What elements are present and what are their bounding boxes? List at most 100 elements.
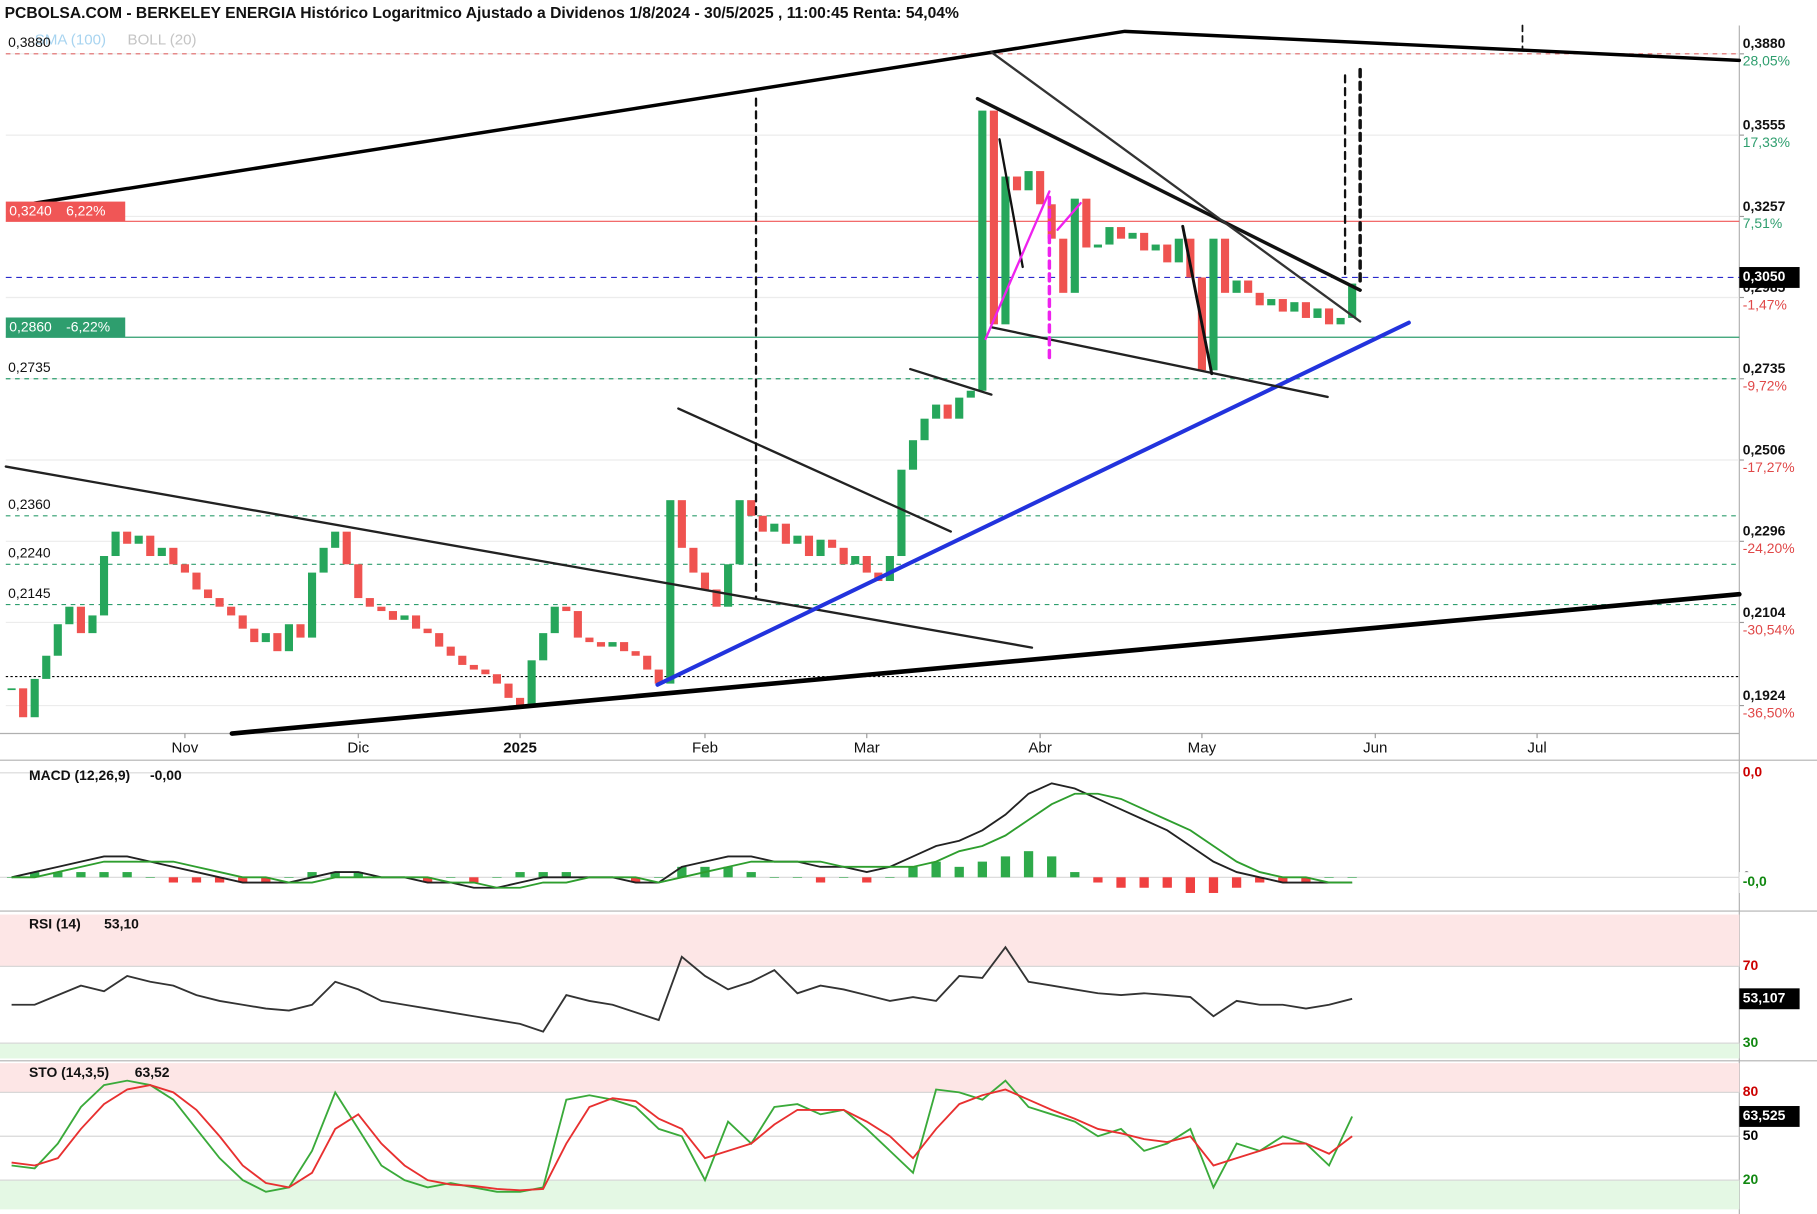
candle [828, 539, 837, 548]
histogram-bar [1116, 877, 1126, 888]
candle [1140, 232, 1149, 251]
candle [943, 404, 952, 419]
candle [712, 589, 721, 607]
y-tick-label: 30 [1743, 1034, 1759, 1050]
y-tick-label: 0,2296 [1743, 523, 1786, 539]
histogram-bar [977, 861, 987, 878]
panel-value: 63,52 [135, 1064, 170, 1080]
x-tick-label: May [1188, 740, 1217, 757]
candle [758, 515, 767, 532]
histogram-bar [723, 866, 733, 878]
histogram-bar [145, 877, 155, 878]
candle [42, 655, 51, 679]
indicator-line [11, 1084, 1353, 1192]
candle [1151, 244, 1160, 251]
oversold-band [0, 1043, 1740, 1059]
overbought-band [0, 914, 1740, 967]
candle [423, 628, 432, 634]
candle [1220, 238, 1230, 293]
candle [631, 651, 640, 656]
histogram-bar [1208, 877, 1219, 893]
histogram-bar [862, 877, 872, 883]
histogram-bar [422, 877, 433, 883]
candle [620, 642, 629, 652]
candle [885, 556, 894, 582]
histogram-bar [654, 877, 664, 878]
current-box [1739, 872, 1800, 893]
candle [134, 535, 143, 544]
level-change: -6,22% [66, 319, 110, 335]
candle [30, 678, 39, 718]
candle [99, 556, 109, 616]
level-label: 0,3880 [8, 34, 51, 50]
trend-line [998, 138, 1024, 269]
candle [319, 547, 328, 573]
trend-line [990, 51, 1362, 323]
candle [793, 535, 802, 544]
candle [908, 440, 918, 470]
current-box [1739, 988, 1800, 1010]
histogram-bar [561, 872, 571, 878]
candle [781, 523, 790, 544]
y-tick-label: 70 [1743, 957, 1759, 973]
candle [804, 535, 814, 557]
candle [296, 624, 305, 638]
trend-line [4, 465, 1034, 649]
candle [146, 535, 155, 557]
trend-line [677, 407, 952, 533]
candle [1105, 227, 1114, 245]
candle [1290, 302, 1299, 312]
candle [1036, 171, 1045, 205]
candle [978, 110, 987, 391]
candle [643, 655, 652, 670]
x-tick-label: Mar [854, 740, 880, 757]
y-tick-change: 17,33% [1743, 134, 1790, 150]
trend-line [984, 190, 1051, 341]
y-tick-change: 7,51% [1743, 215, 1782, 231]
histogram-bar [839, 877, 849, 878]
candle [839, 547, 848, 565]
candle [261, 633, 270, 643]
candle [596, 642, 606, 647]
candle [932, 404, 941, 419]
x-tick-label: 2025 [503, 740, 537, 757]
y-tick-change: -30,54% [1743, 621, 1795, 637]
histogram-bar [1301, 877, 1311, 883]
candle [504, 683, 513, 698]
y-tick-label: 0,3555 [1743, 116, 1786, 132]
histogram-bar [885, 877, 895, 878]
indicator-line [11, 1079, 1353, 1193]
candle [169, 547, 178, 565]
candle [111, 531, 120, 557]
histogram-bar [99, 872, 109, 878]
candle [677, 500, 686, 548]
candle [215, 598, 224, 607]
trend-line [990, 326, 1329, 399]
candle [53, 624, 62, 656]
trend-line [229, 591, 1742, 736]
x-tick-label: Abr [1028, 740, 1051, 757]
candle [1163, 244, 1172, 263]
candle [123, 531, 132, 544]
candle [1209, 238, 1218, 371]
candle [666, 500, 675, 684]
overbought-band [0, 1063, 1740, 1093]
x-tick-label: Jun [1363, 740, 1387, 757]
candle [342, 531, 351, 565]
x-tick-label: Jul [1527, 740, 1546, 757]
candle [550, 606, 559, 634]
level-label: 0,2360 [8, 496, 51, 512]
histogram-bar [1278, 877, 1288, 883]
candle [770, 523, 779, 532]
trend-line [33, 29, 1742, 205]
candle [458, 655, 467, 665]
level-label: 0,2735 [8, 359, 51, 375]
candle [700, 572, 710, 590]
x-tick-label: Dic [347, 740, 369, 757]
candle [492, 674, 502, 684]
candle [1301, 302, 1310, 318]
text-layer: PCBOLSA.COM - BERKELEY ENERGIA Histórico… [5, 5, 1800, 1187]
histogram-bar [53, 872, 63, 878]
candle [1255, 292, 1264, 306]
candle [157, 547, 166, 557]
